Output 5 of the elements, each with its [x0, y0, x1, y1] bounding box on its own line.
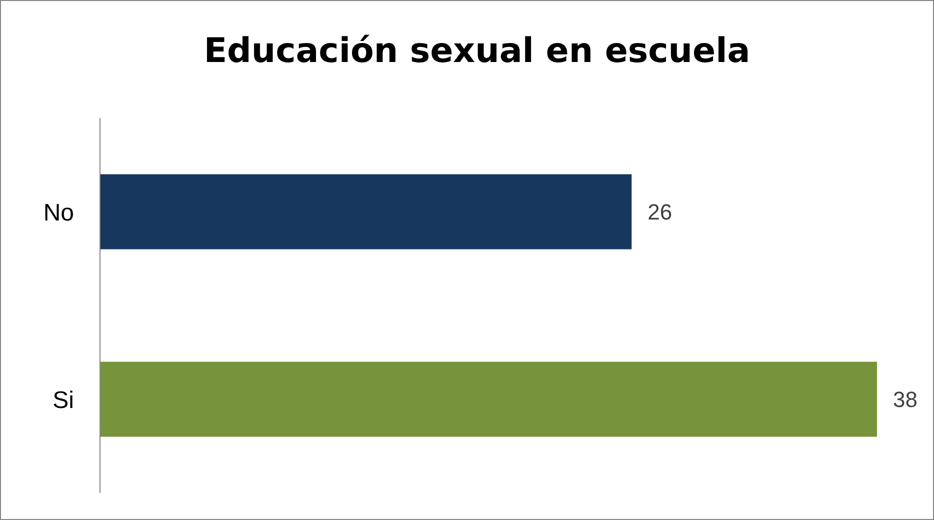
data-label: 26 [648, 200, 672, 225]
y-tick-label: Si [52, 386, 74, 414]
y-tick-label: No [43, 199, 74, 226]
data-label: 38 [893, 387, 918, 412]
chart-title: Educación sexual en escuela [202, 31, 752, 71]
